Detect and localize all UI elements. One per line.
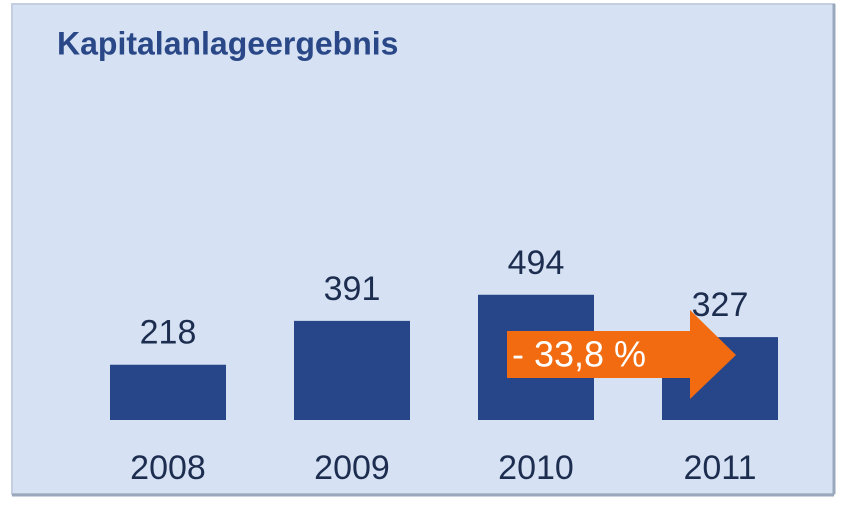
value-label: 327 <box>692 286 749 324</box>
value-label: 494 <box>508 244 565 282</box>
chart-title: Kapitalanlageergebnis <box>57 25 398 61</box>
x-tick-label: 2011 <box>683 449 756 487</box>
bar <box>294 320 410 420</box>
arrow-shape <box>507 310 736 399</box>
value-label: 391 <box>324 270 381 308</box>
x-tick-label: 2008 <box>130 449 206 487</box>
x-tick-label: 2010 <box>498 449 574 487</box>
annotation: - 33,8 % <box>512 334 646 375</box>
marks: 218 2008 391 2009 494 2010 327 2011 <box>110 244 778 487</box>
panel <box>11 3 835 495</box>
bar <box>110 364 226 420</box>
value-label: 218 <box>140 314 197 352</box>
x-tick-label: 2009 <box>314 449 390 487</box>
annotation-arrow: - 33,8 % <box>507 310 736 399</box>
